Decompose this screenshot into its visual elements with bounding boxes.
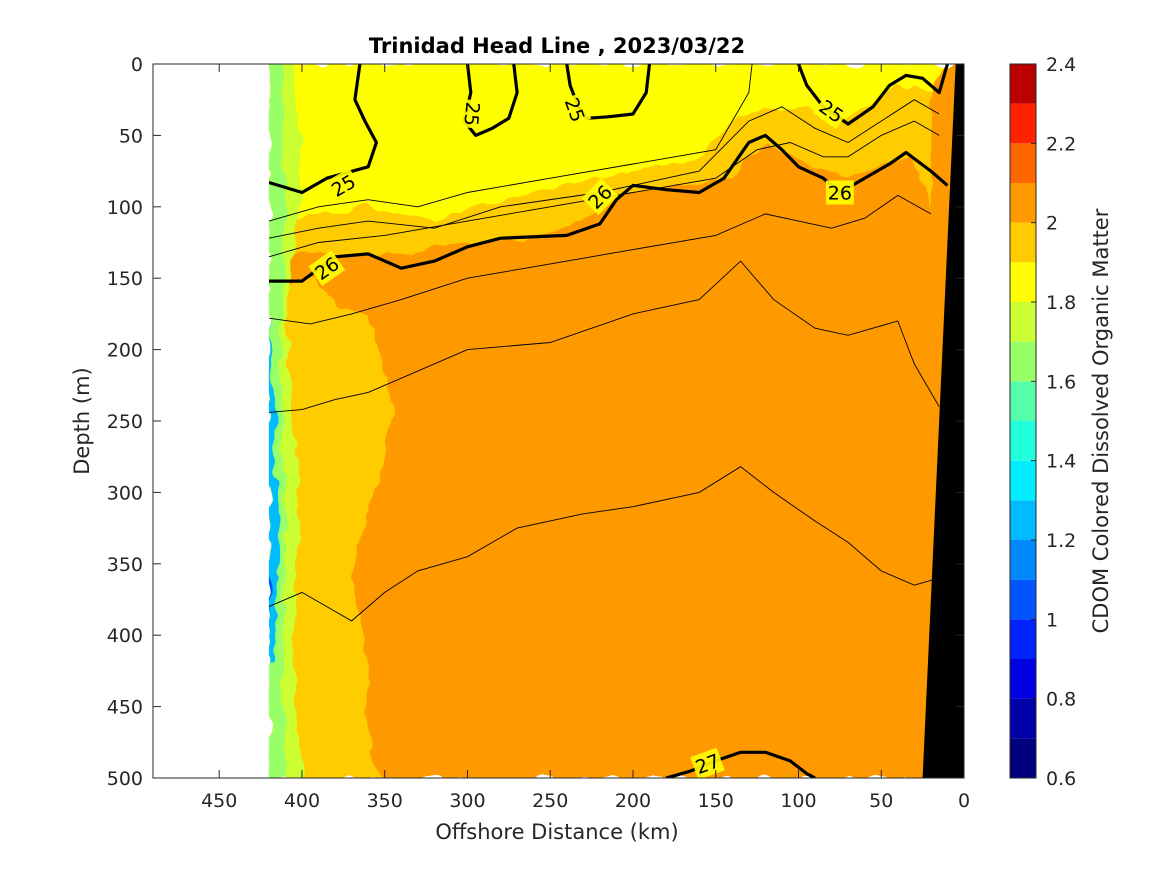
colorbar-swatch <box>1010 302 1036 342</box>
y-tick-label: 50 <box>119 125 143 147</box>
colorbar-swatch <box>1010 659 1036 699</box>
contour-label: 25 <box>459 99 486 129</box>
x-tick-label: 100 <box>780 790 816 812</box>
y-tick-label: 150 <box>107 268 143 290</box>
y-axis-ticks: 0 50 100 150 200 250 300 350 400 450 500 <box>107 54 964 790</box>
colorbar-swatch <box>1010 183 1036 223</box>
colorbar-tick-label: 1.2 <box>1046 530 1076 552</box>
chart-title: Trinidad Head Line , 2023/03/22 <box>369 34 745 58</box>
colorbar-swatch <box>1010 381 1036 421</box>
x-tick-label: 0 <box>958 790 970 812</box>
y-tick-label: 300 <box>107 482 143 504</box>
y-axis-label: Depth (m) <box>70 367 94 474</box>
colorbar-swatch <box>1010 619 1036 659</box>
x-axis-label: Offshore Distance (km) <box>435 820 678 844</box>
density-contour-25 <box>565 64 652 120</box>
thin-density-contour <box>268 99 940 239</box>
cdom-region <box>268 321 279 664</box>
colorbar-swatch <box>1010 698 1036 739</box>
cdom-region <box>268 64 948 222</box>
colorbar-swatch <box>1010 500 1036 540</box>
colorbar-swatch <box>1010 143 1036 183</box>
thin-density-contour <box>268 120 940 258</box>
x-tick-label: 400 <box>284 790 320 812</box>
y-tick-label: 500 <box>107 768 143 790</box>
thin-density-contour <box>268 260 940 413</box>
colorbar-tick-label: 1.4 <box>1046 451 1076 473</box>
colorbar-swatch <box>1010 222 1036 263</box>
colorbar <box>1009 63 1037 779</box>
density-contour-25 <box>797 64 949 126</box>
colorbar-tick-label: 1 <box>1046 609 1058 631</box>
colorbar-swatch <box>1010 579 1036 620</box>
y-tick-label: 100 <box>107 197 143 219</box>
y-tick-label: 400 <box>107 625 143 647</box>
colorbar-tick-label: 2.4 <box>1046 54 1076 76</box>
thin-density-contour <box>268 64 753 222</box>
colorbar-tick-label: 1.8 <box>1046 292 1076 314</box>
colorbar-swatch <box>1010 262 1036 302</box>
x-tick-label: 450 <box>201 790 237 812</box>
colorbar-tick-label: 2.2 <box>1046 133 1076 155</box>
colorbar-swatch <box>1010 460 1036 501</box>
cdom-fill-layer <box>268 64 964 778</box>
y-tick-label: 200 <box>107 340 143 362</box>
colorbar-swatch <box>1010 540 1036 580</box>
y-tick-label: 250 <box>107 411 143 433</box>
y-tick-label: 450 <box>107 697 143 719</box>
x-tick-label: 50 <box>869 790 893 812</box>
x-tick-label: 300 <box>449 790 485 812</box>
thin-density-contour <box>268 194 932 325</box>
density-contour-26 <box>268 133 949 283</box>
contour-label-text: 26 <box>828 183 852 205</box>
colorbar-tick-label: 1.6 <box>1046 371 1076 393</box>
colorbar-tick-label: 2 <box>1046 213 1058 235</box>
colorbar-label: CDOM Colored Dissolved Organic Matter <box>1089 208 1113 633</box>
cdom-region <box>268 278 393 778</box>
contour-label-text: 25 <box>459 101 483 127</box>
x-tick-label: 250 <box>532 790 568 812</box>
colorbar-swatch <box>1010 738 1036 778</box>
colorbar-swatch <box>1010 341 1036 382</box>
y-tick-label: 0 <box>131 54 143 76</box>
thin-density-contour <box>268 466 940 622</box>
cdom-region <box>268 563 273 607</box>
x-tick-label: 350 <box>367 790 403 812</box>
colorbar-swatch <box>1010 421 1036 461</box>
colorbar-swatch <box>1010 64 1036 104</box>
colorbar-frame <box>1009 63 1037 779</box>
bottom-topography <box>922 64 964 778</box>
colorbar-tick-label: 0.6 <box>1046 768 1076 790</box>
colorbar-tick-label: 0.8 <box>1046 689 1076 711</box>
bottom-topography-layer <box>922 64 964 778</box>
density-contour-25 <box>462 64 519 137</box>
y-tick-label: 350 <box>107 554 143 576</box>
x-axis-ticks: 450 400 350 300 250 200 150 100 50 0 <box>201 64 970 812</box>
contour-label: 26 <box>825 180 854 205</box>
density-contour-25 <box>268 64 378 195</box>
colorbar-swatch <box>1010 103 1036 144</box>
x-tick-label: 200 <box>615 790 651 812</box>
colorbar-ticks: 0.6 0.8 1 1.2 1.4 1.6 1.8 2 2.2 2.4 <box>1031 54 1076 790</box>
x-tick-label: 150 <box>698 790 734 812</box>
